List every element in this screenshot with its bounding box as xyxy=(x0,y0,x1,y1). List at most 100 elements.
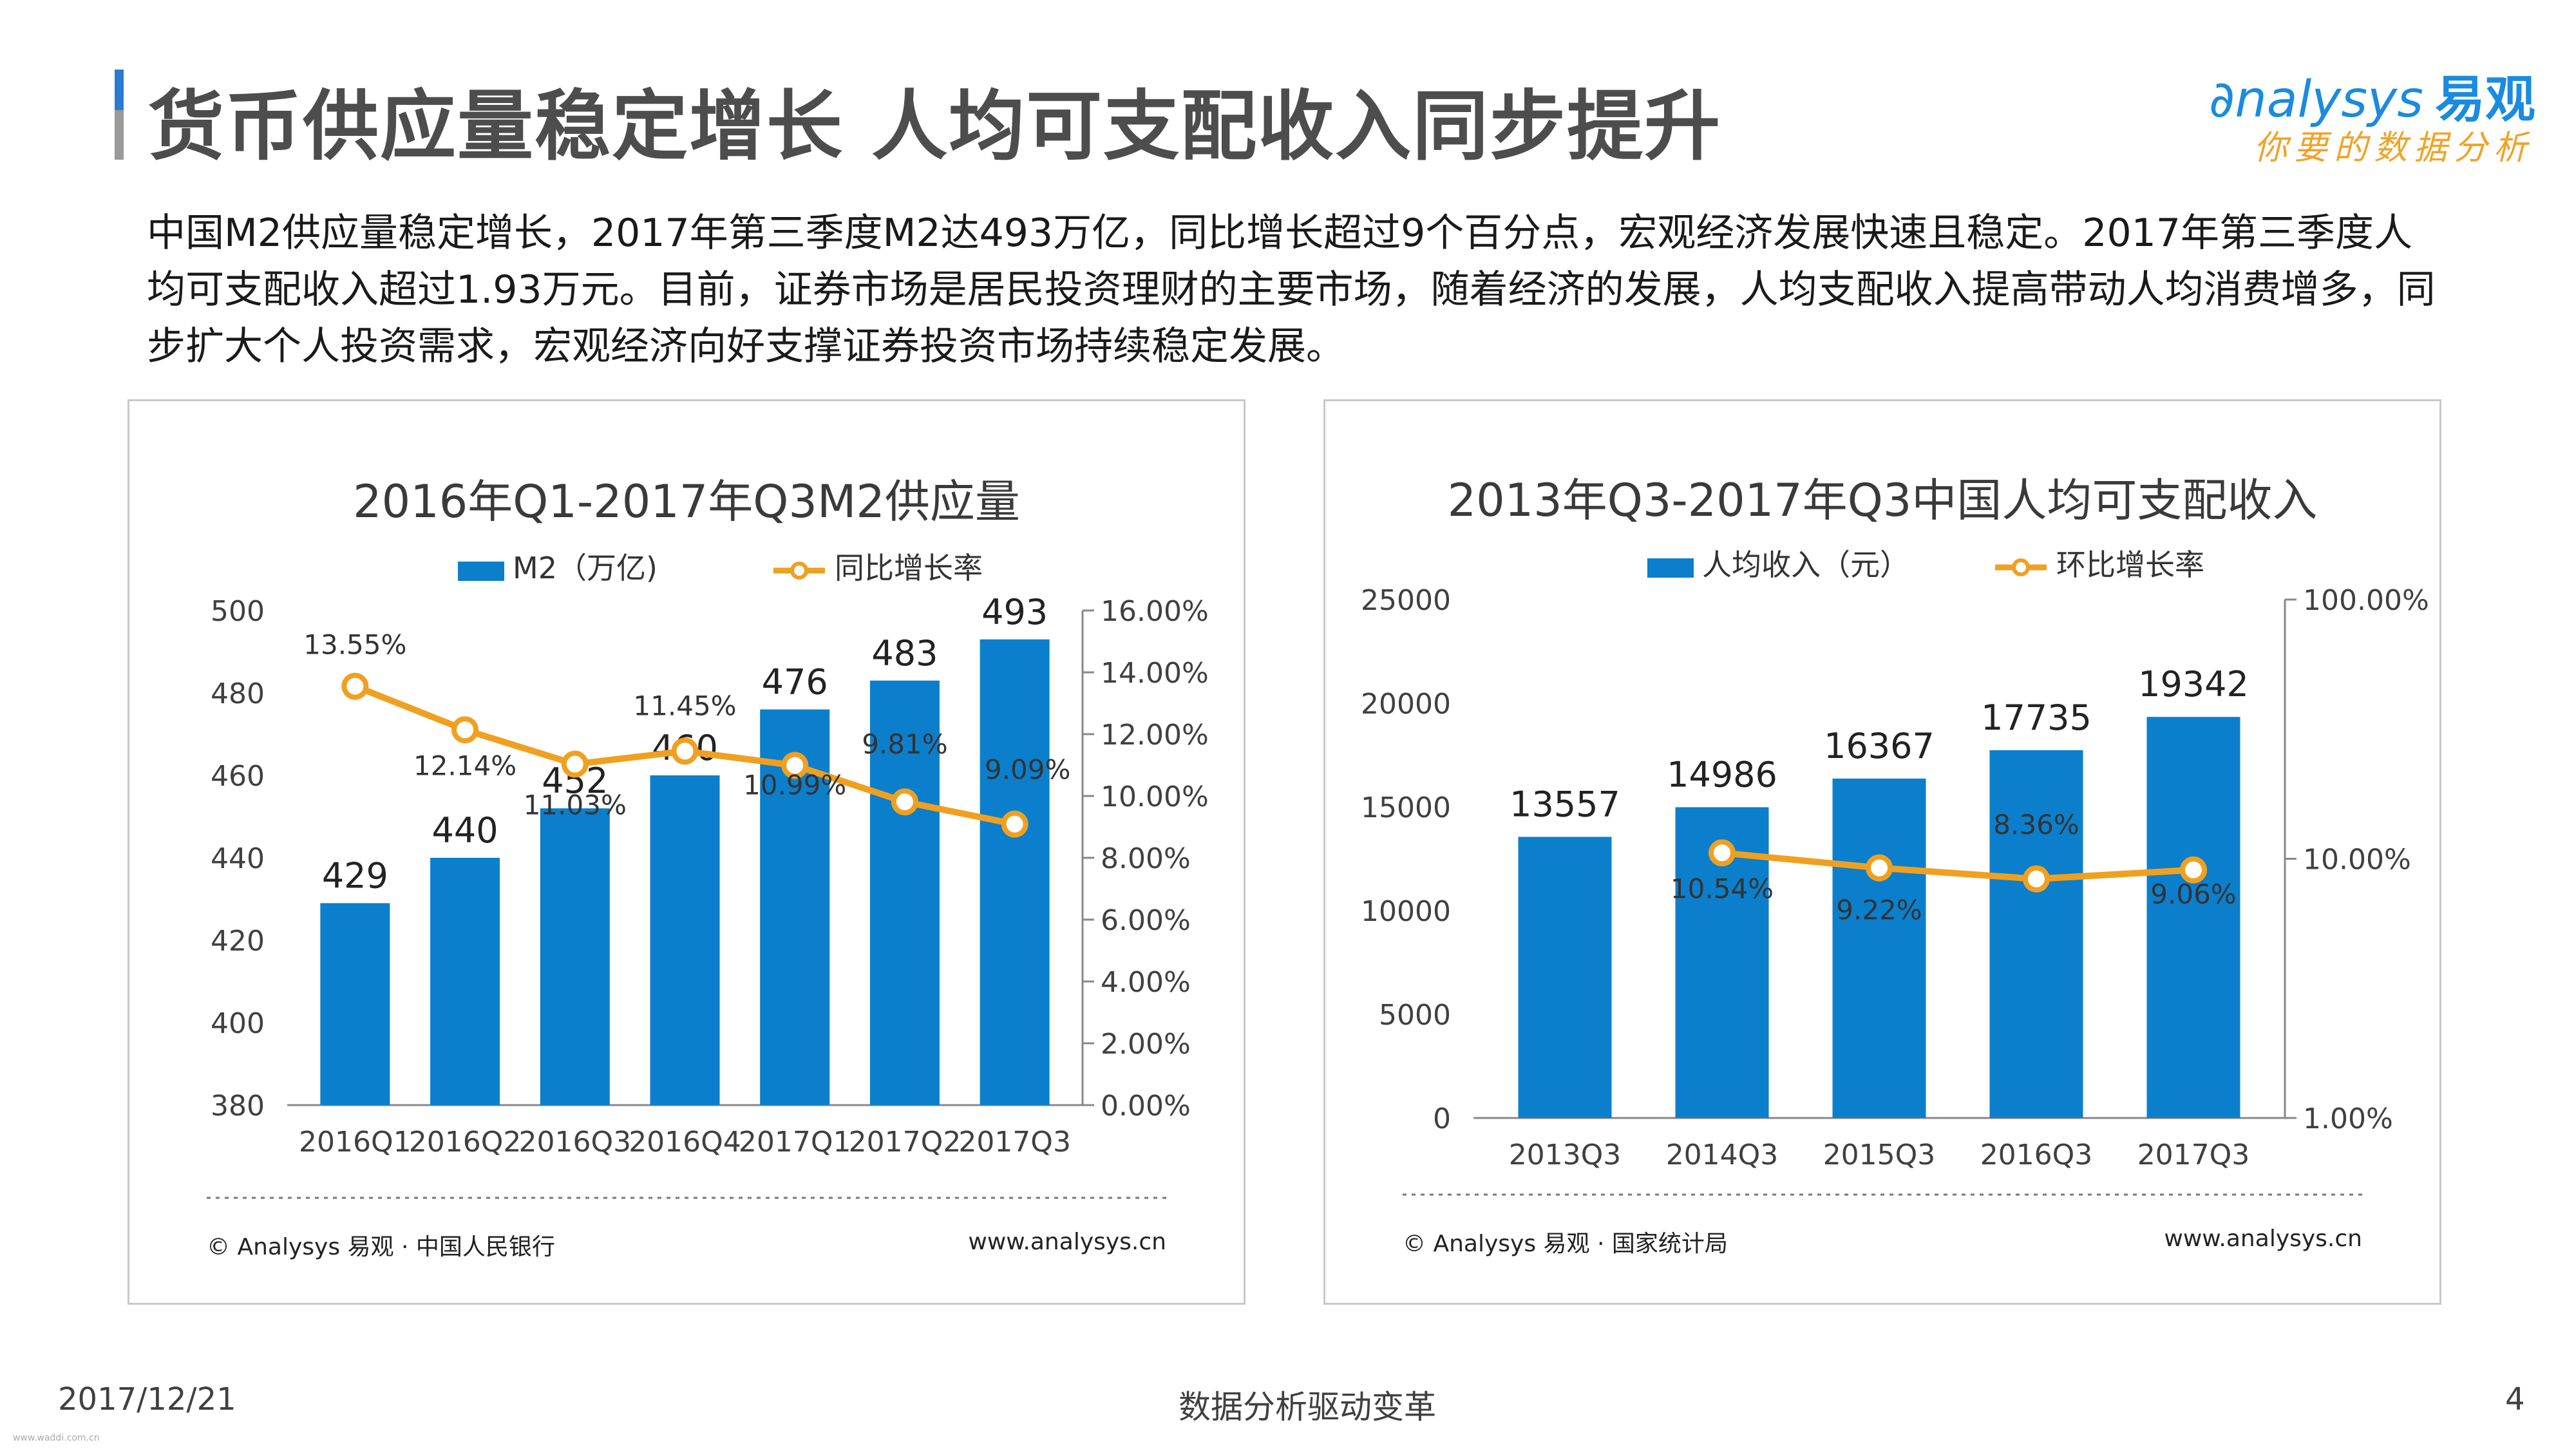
logo-swirl-icon: ∂ xyxy=(2209,71,2235,129)
bar-value-label: 16367 xyxy=(1824,726,1935,766)
bar-value-label: 429 xyxy=(322,855,388,896)
growth-value-label: 11.03% xyxy=(524,790,627,821)
right-axis-tick: 12.00% xyxy=(1101,719,1209,752)
tiny-url: www.waddi.com.cn xyxy=(13,1433,100,1443)
title-accent-bar xyxy=(115,70,124,160)
footer-slogan: 数据分析驱动变革 xyxy=(1179,1388,1436,1426)
chart-site: www.analysys.cn xyxy=(2164,1226,2362,1252)
bar xyxy=(1989,750,2083,1118)
legend-bar-label: 人均收入（元） xyxy=(1702,547,1909,582)
growth-value-label: 12.14% xyxy=(413,750,516,781)
x-axis-tick: 2017Q1 xyxy=(739,1126,851,1159)
growth-point xyxy=(451,716,479,744)
x-axis-tick: 2014Q3 xyxy=(1666,1139,1779,1171)
growth-point xyxy=(341,672,369,700)
intro-paragraph: 中国M2供应量稳定增长，2017年第三季度M2达493万亿，同比增长超过9个百分… xyxy=(147,211,2436,369)
growth-point xyxy=(2180,856,2207,884)
growth-value-label: 13.55% xyxy=(303,629,406,661)
right-axis-tick: 2.00% xyxy=(1101,1028,1191,1061)
legend-line-marker xyxy=(790,562,808,580)
left-axis-tick: 25000 xyxy=(1361,584,1451,617)
growth-value-label: 9.06% xyxy=(2150,878,2236,910)
growth-point xyxy=(1709,839,1736,867)
right-axis-tick: 14.00% xyxy=(1101,657,1209,690)
bar xyxy=(540,808,610,1105)
legend-line-label: 同比增长率 xyxy=(835,551,983,585)
left-axis-tick: 15000 xyxy=(1361,791,1451,824)
logo-brand: nalysys xyxy=(2235,71,2423,129)
chart-title: 2016年Q1-2017年Q3M2供应量 xyxy=(353,475,1020,528)
growth-point xyxy=(561,750,589,778)
left-axis-tick: 10000 xyxy=(1361,895,1451,928)
left-axis-tick: 500 xyxy=(211,595,265,628)
growth-value-label: 9.09% xyxy=(985,754,1070,786)
right-axis-tick: 1.00% xyxy=(2303,1103,2393,1135)
legend-bar-swatch xyxy=(1647,558,1694,578)
bar xyxy=(650,775,720,1105)
bar-value-label: 19342 xyxy=(2138,664,2249,705)
bar-value-label: 483 xyxy=(871,633,938,674)
growth-value-label: 8.36% xyxy=(1993,809,2079,840)
right-axis-tick: 0.00% xyxy=(1101,1090,1191,1122)
growth-point xyxy=(671,737,699,765)
bar-value-label: 476 xyxy=(762,662,828,703)
left-axis-tick: 460 xyxy=(211,760,265,793)
bar-value-label: 14986 xyxy=(1667,754,1777,795)
bar-value-label: 13557 xyxy=(1510,784,1620,824)
x-axis-tick: 2016Q3 xyxy=(1980,1139,2093,1171)
x-axis-tick: 2016Q3 xyxy=(518,1126,631,1159)
left-axis-tick: 480 xyxy=(211,677,265,710)
left-axis-tick: 440 xyxy=(211,842,265,875)
growth-value-label: 10.54% xyxy=(1671,873,1774,904)
legend-line-label: 环比增长率 xyxy=(2056,547,2204,582)
footer-date: 2017/12/21 xyxy=(58,1381,236,1417)
x-axis-tick: 2017Q2 xyxy=(849,1126,961,1159)
growth-point xyxy=(781,752,809,779)
left-axis-tick: 380 xyxy=(211,1090,265,1122)
right-axis-tick: 8.00% xyxy=(1101,842,1191,875)
growth-line xyxy=(1721,849,2194,882)
right-axis-tick: 6.00% xyxy=(1101,904,1191,937)
m2-chart-panel: 2016年Q1-2017年Q3M2供应量 M2（万亿) 同比增长率 500 480 460… xyxy=(128,399,1245,1305)
bar xyxy=(980,639,1050,1105)
growth-point xyxy=(1866,854,1893,882)
bar xyxy=(1518,837,1612,1118)
growth-value-label: 9.22% xyxy=(1836,895,1922,926)
growth-value-label: 11.45% xyxy=(633,690,736,721)
income-chart-panel: 2013年Q3-2017年Q3中国人均可支配收入人均收入（元） 环比增长率 2500… xyxy=(1323,399,2441,1305)
growth-value-label: 9.81% xyxy=(862,728,947,760)
right-axis-tick: 16.00% xyxy=(1101,595,1209,628)
right-axis-tick: 10.00% xyxy=(1101,781,1209,813)
growth-value-label: 10.99% xyxy=(743,769,846,800)
x-axis-tick: 2016Q4 xyxy=(629,1126,741,1159)
logo-brand-cn: 易观 xyxy=(2434,71,2535,129)
page-number: 4 xyxy=(2505,1381,2525,1417)
page-title: 货币供应量稳定增长 人均可支配收入同步提升 xyxy=(148,82,1722,171)
legend-bar-label: M2（万亿) xyxy=(513,551,658,585)
chart-title: 2013年Q3-2017年Q3中国人均可支配收入 xyxy=(1448,474,2318,527)
left-axis-tick: 420 xyxy=(211,925,265,958)
growth-point xyxy=(891,788,918,816)
growth-point xyxy=(2023,865,2050,893)
bar xyxy=(430,858,500,1105)
left-axis-tick: 5000 xyxy=(1379,999,1451,1032)
chart-site: www.analysys.cn xyxy=(968,1229,1166,1255)
x-axis-tick: 2013Q3 xyxy=(1509,1139,1622,1171)
bar-value-label: 493 xyxy=(981,592,1048,632)
bar-value-label: 440 xyxy=(432,810,498,851)
legend-line-marker xyxy=(2012,558,2030,576)
bar xyxy=(320,903,390,1105)
bar-value-label: 17735 xyxy=(1981,697,2092,738)
m2-supply-chart: 2016年Q1-2017年Q3M2供应量 M2（万亿) 同比增长率 500 480 460… xyxy=(207,475,1209,1260)
left-axis-tick: 0 xyxy=(1433,1103,1451,1135)
x-axis-tick: 2015Q3 xyxy=(1823,1139,1936,1171)
right-axis-tick: 100.00% xyxy=(2303,584,2429,617)
analysys-logo: ∂nalysys 易观 你要的数据分析 xyxy=(2209,59,2544,169)
x-axis-tick: 2016Q1 xyxy=(299,1126,412,1159)
right-axis-tick: 10.00% xyxy=(2303,844,2411,876)
left-axis-tick: 20000 xyxy=(1361,688,1451,721)
left-axis-tick: 400 xyxy=(211,1007,265,1040)
right-axis-tick: 4.00% xyxy=(1101,966,1191,999)
x-axis-tick: 2016Q2 xyxy=(409,1126,522,1159)
